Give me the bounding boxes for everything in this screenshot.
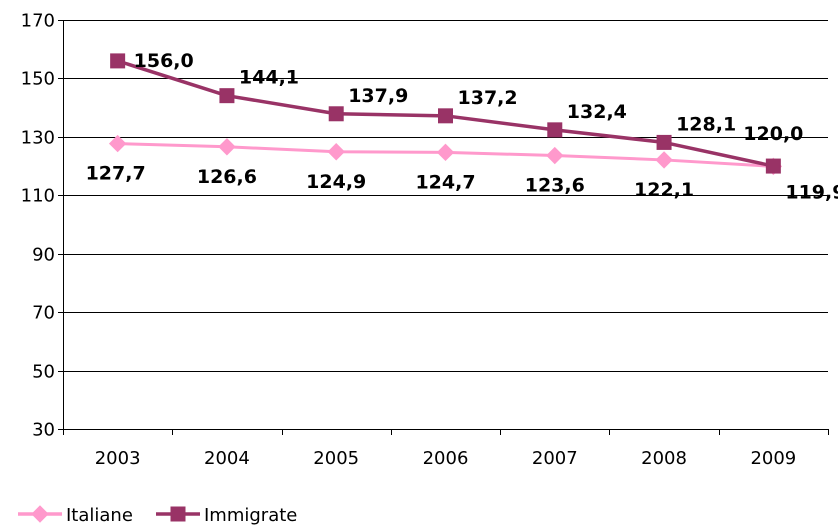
data-label-immigrate: 128,1 [676, 113, 736, 135]
data-label-immigrate: 137,9 [348, 85, 408, 107]
data-point-immigrate [547, 122, 563, 138]
data-point-italiane [655, 151, 673, 169]
data-point-immigrate [765, 158, 781, 174]
y-tick-label: 130 [21, 128, 55, 149]
y-tick-label: 110 [21, 186, 55, 207]
x-tick-label: 2006 [423, 448, 469, 469]
data-label-italiane: 122,1 [634, 179, 694, 201]
data-label-italiane: 123,6 [525, 175, 585, 197]
legend: Italiane Immigrate [18, 505, 297, 526]
grid-layer [63, 20, 828, 372]
legend-label-italiane: Italiane [66, 505, 133, 526]
y-tick-label: 30 [32, 420, 55, 441]
data-label-italiane: 124,9 [306, 171, 366, 193]
data-point-italiane [327, 143, 345, 161]
data-point-italiane [108, 134, 127, 153]
label-layer: 127,7 126,6 124,9 124,7 123,6 122,1 119,9 156,0… [86, 50, 838, 203]
data-point-immigrate [110, 53, 126, 69]
data-point-immigrate [438, 108, 453, 124]
data-point-immigrate [656, 134, 672, 150]
x-tick-label: 2005 [313, 448, 359, 469]
data-label-immigrate: 156,0 [134, 50, 194, 72]
data-point-italiane [218, 138, 236, 156]
data-label-immigrate: 120,0 [743, 123, 803, 145]
data-point-italiane [436, 143, 455, 162]
x-tick-label: 2004 [204, 448, 250, 469]
x-tick-label: 2008 [641, 448, 687, 469]
series-layer [108, 53, 783, 176]
axis-layer: 30 50 70 90 110 130 150 170 2003 2004 2005 2006 2007… [21, 11, 829, 469]
y-tick-label: 70 [32, 303, 55, 324]
legend-label-immigrate: Immigrate [204, 505, 297, 526]
x-tick-label: 2003 [95, 448, 141, 469]
data-label-immigrate: 132,4 [567, 101, 627, 123]
data-label-italiane: 127,7 [86, 163, 146, 185]
data-point-italiane [546, 146, 564, 165]
legend-marker-immigrate [170, 506, 186, 522]
x-tick-label: 2009 [750, 448, 796, 469]
data-label-italiane: 124,7 [415, 171, 475, 193]
data-label-immigrate: 137,2 [458, 87, 518, 109]
data-label-italiane: 126,6 [197, 166, 257, 188]
data-point-immigrate [219, 88, 235, 104]
y-tick-label: 50 [32, 362, 55, 383]
y-tick-label: 170 [21, 11, 55, 32]
x-tick-label: 2007 [532, 448, 578, 469]
data-point-immigrate [328, 106, 344, 122]
y-tick-label: 150 [21, 69, 55, 90]
data-label-italiane: 119,9 [785, 181, 838, 203]
y-tick-label: 90 [32, 245, 55, 266]
legend-marker-italiane [31, 505, 49, 523]
data-label-immigrate: 144,1 [239, 67, 299, 89]
